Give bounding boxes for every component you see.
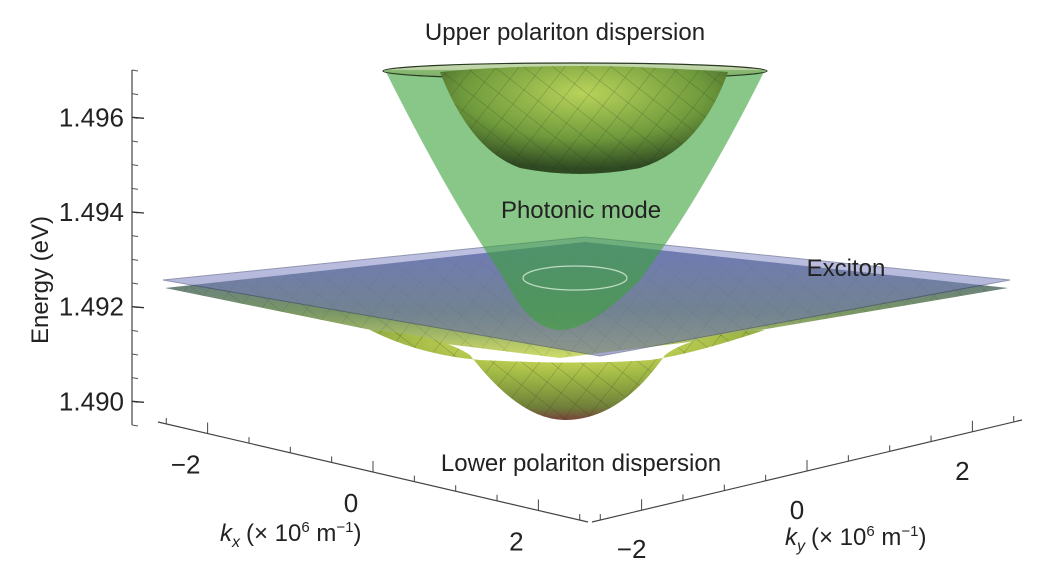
kx-unit-pre: (× 10 — [246, 520, 301, 547]
ky-unit-exp2: −1 — [901, 523, 918, 540]
energy-axis: 1.490 1.492 1.494 1.496 — [59, 69, 145, 427]
upper-polariton-surface — [382, 62, 768, 174]
z-tick-label: 1.494 — [59, 197, 124, 227]
z-minor-tick — [131, 424, 139, 427]
ky-tick-label: 0 — [790, 495, 804, 525]
z-minor-tick — [131, 235, 139, 238]
z-tick-label: 1.490 — [59, 386, 124, 416]
kx-tick-label: 0 — [344, 488, 358, 518]
z-minor-tick — [131, 93, 139, 96]
z-major-tick — [131, 211, 145, 214]
kx-sub: x — [231, 534, 241, 551]
z-tick-label: 1.496 — [59, 102, 124, 132]
z-minor-tick — [131, 164, 139, 167]
z-minor-tick — [131, 353, 139, 356]
z-minor-tick — [131, 377, 139, 380]
z-major-tick — [131, 400, 145, 403]
z-minor-tick — [131, 329, 139, 332]
z-minor-tick — [131, 69, 139, 72]
z-minor-tick — [131, 258, 139, 261]
z-axis-title: Energy (eV) — [27, 216, 54, 344]
ky-unit-mid: m — [875, 524, 902, 551]
ky-axis-title: ky (× 106 m−1) — [785, 523, 927, 555]
annotation-exciton: Exciton — [807, 255, 886, 282]
kx-unit-post: ) — [354, 520, 362, 547]
ky-axis: −2 0 2 — [591, 415, 1023, 564]
z-minor-tick — [131, 187, 139, 190]
kx-tick-label: 2 — [509, 526, 523, 556]
kx-unit-mid: m — [310, 520, 337, 547]
kx-axis-title: kx (× 106 m−1) — [220, 519, 362, 551]
ky-unit-exp: 6 — [866, 523, 874, 540]
annotation-photonic-mode: Photonic mode — [501, 197, 661, 224]
kx-tick-label: −2 — [171, 450, 201, 480]
ky-unit-post: ) — [919, 524, 927, 551]
kx-unit-exp2: −1 — [336, 519, 353, 536]
ky-sub: y — [796, 538, 806, 555]
ky-tick-label: −2 — [617, 534, 647, 564]
z-minor-tick — [131, 282, 139, 285]
ky-unit-pre: (× 10 — [811, 524, 866, 551]
z-tick-label: 1.492 — [59, 292, 124, 322]
annotations: Upper polariton dispersion Photonic mode… — [425, 19, 885, 477]
ky-var: k — [785, 524, 799, 551]
z-major-tick — [131, 116, 145, 119]
ky-tick-label: 2 — [955, 456, 969, 486]
kx-axis: −2 0 2 — [157, 417, 589, 556]
annotation-upper-polariton: Upper polariton dispersion — [425, 19, 705, 46]
z-major-tick — [131, 306, 145, 309]
annotation-lower-polariton: Lower polariton dispersion — [441, 450, 721, 477]
kx-unit-exp: 6 — [301, 519, 309, 536]
z-minor-tick — [131, 140, 139, 143]
kx-var: k — [220, 520, 234, 547]
